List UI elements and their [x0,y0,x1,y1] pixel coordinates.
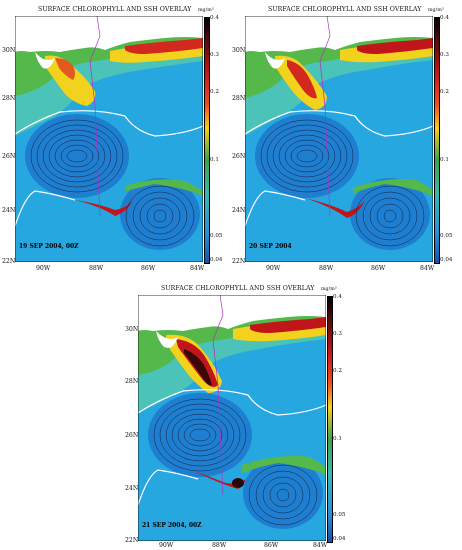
colorbar-tick: 0.1 [210,157,219,163]
lat-label: 26N [232,153,246,160]
colorbar-tick: 0.1 [440,157,449,163]
date-stamp: 20 SEP 2004 [249,243,292,250]
colorbar-tick: 0.3 [210,52,219,58]
colorbar-tick: 0.1 [333,436,342,442]
chlorophyll-map [245,16,433,262]
colorbar-unit: mg/m³ [428,8,444,13]
lat-label: 26N [125,432,139,439]
lat-label: 24N [232,207,246,214]
colorbar-tick: 0.4 [333,294,342,300]
panel-title: SURFACE CHLOROPHYLL AND SSH OVERLAY [268,6,422,13]
lat-label: 28N [2,95,16,102]
lat-label: 22N [232,258,246,265]
colorbar-tick: 0.04 [440,257,453,263]
lat-label: 28N [232,95,246,102]
lon-label: 86W [264,542,279,549]
lon-label: 86W [371,265,386,272]
chlorophyll-map [15,16,203,262]
lat-label: 28N [125,378,139,385]
panel-title: SURFACE CHLOROPHYLL AND SSH OVERLAY [38,6,192,13]
colorbar-tick: 0.4 [440,15,449,21]
lat-label: 22N [2,258,16,265]
colorbar-unit: mg/m³ [321,287,337,292]
colorbar-tick: 0.04 [210,257,223,263]
lat-label: 30N [232,47,246,54]
lon-label: 88W [212,542,227,549]
colorbar-tick: 0.2 [440,89,449,95]
colorbar-tick: 0.3 [440,52,449,58]
lat-label: 30N [2,47,16,54]
colorbar [434,17,440,264]
lat-label: 24N [2,207,16,214]
lat-label: 30N [125,326,139,333]
lon-label: 86W [141,265,156,272]
colorbar-tick: 0.05 [440,233,453,239]
colorbar-tick: 0.04 [333,536,346,542]
chlorophyll-map [138,295,326,541]
colorbar-tick: 0.2 [210,89,219,95]
lon-label: 88W [319,265,334,272]
lon-label: 90W [36,265,51,272]
colorbar [204,17,210,264]
panel-title: SURFACE CHLOROPHYLL AND SSH OVERLAY [161,285,315,292]
date-stamp: 19 SEP 2004, 00Z [19,243,79,250]
colorbar-tick: 0.05 [210,233,223,239]
colorbar-tick: 0.2 [333,368,342,374]
colorbar [327,296,333,543]
lon-label: 84W [420,265,435,272]
lat-label: 26N [2,153,16,160]
lat-label: 24N [125,485,139,492]
date-stamp: 21 SEP 2004, 00Z [142,522,202,529]
colorbar-tick: 0.3 [333,331,342,337]
lon-label: 90W [159,542,174,549]
colorbar-tick: 0.4 [210,15,219,21]
lon-label: 88W [89,265,104,272]
lat-label: 22N [125,537,139,544]
colorbar-tick: 0.05 [333,512,346,518]
lon-label: 84W [190,265,205,272]
lon-label: 90W [266,265,281,272]
lon-label: 84W [313,542,328,549]
colorbar-unit: mg/m³ [198,8,214,13]
